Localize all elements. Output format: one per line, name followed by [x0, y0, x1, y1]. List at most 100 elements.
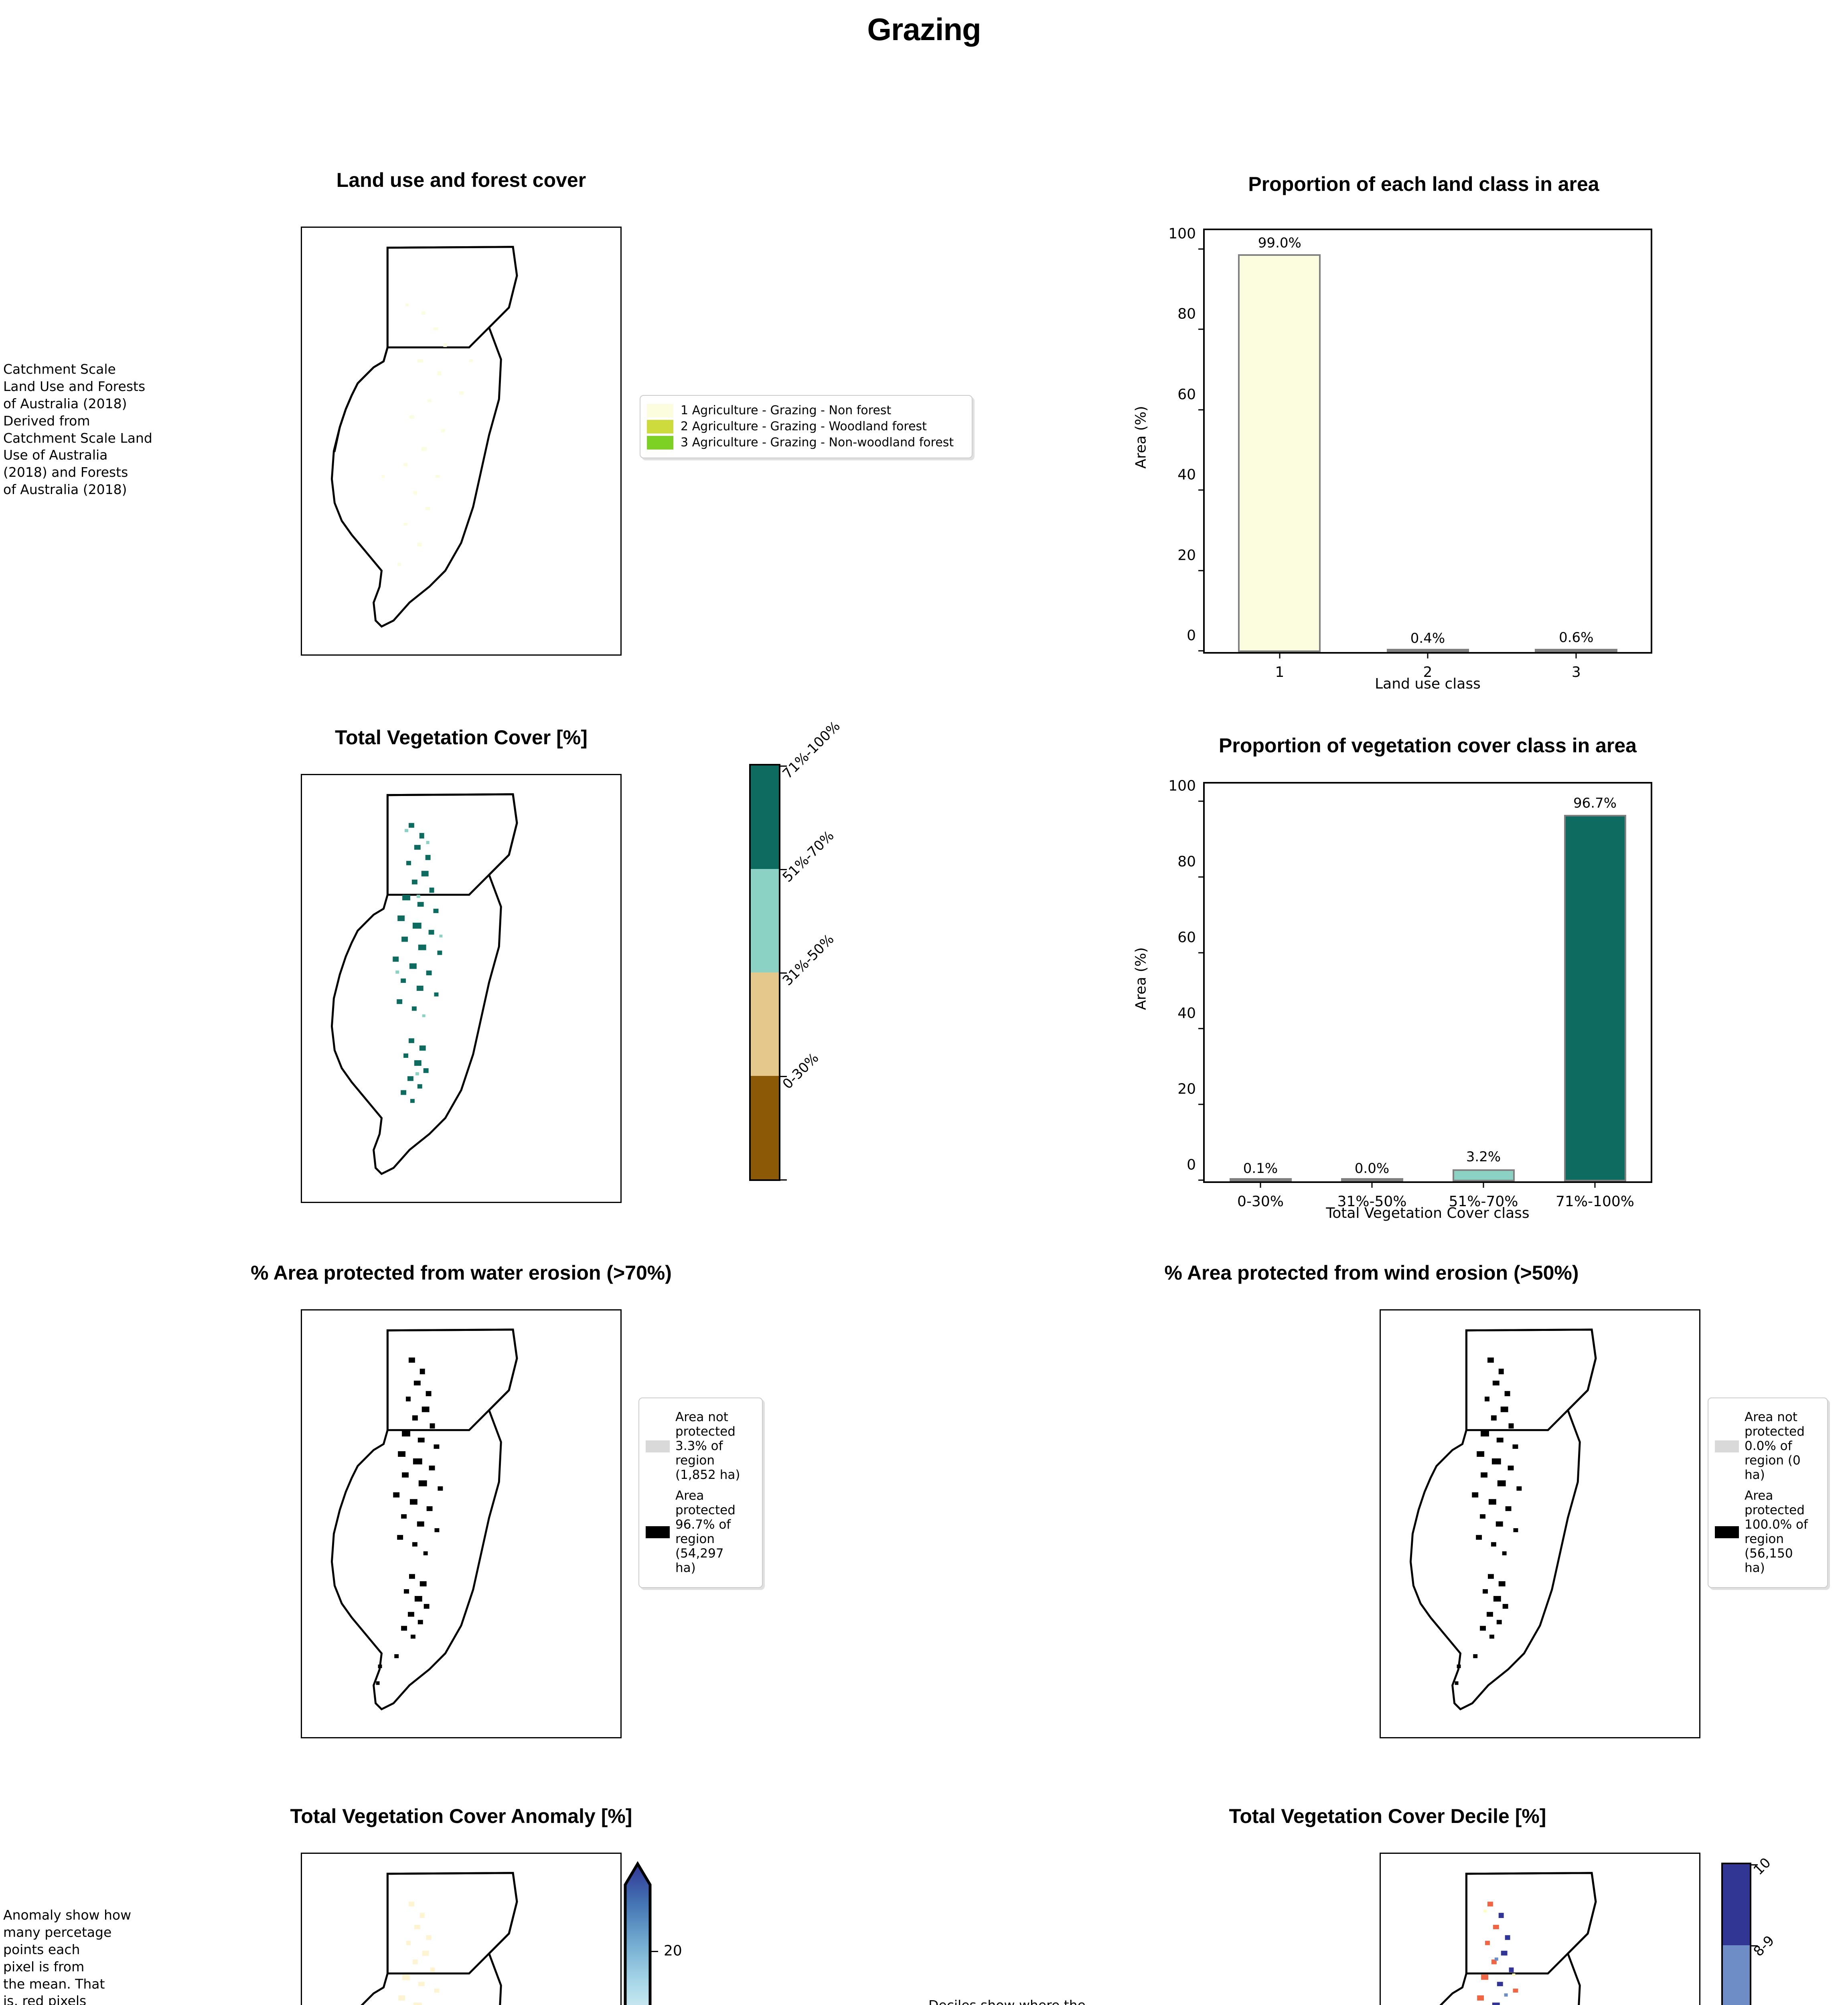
water-erosion-map-svg [330, 1329, 518, 1711]
veg-cover-map-title: Total Vegetation Cover [%] [335, 726, 588, 749]
cbar-seg-71-100 [751, 766, 779, 869]
bar-label-land-class-1: 99.0% [1258, 235, 1301, 251]
land-use-map-title: Land use and forest cover [336, 169, 586, 191]
ytick-40: 40 [1177, 466, 1196, 483]
water-erosion-map[interactable] [301, 1309, 622, 1738]
veg-cover-map[interactable] [301, 774, 622, 1203]
legend-label-protected: Area protected 100.0% of region (56,150 … [1745, 1488, 1808, 1575]
decile-explainer-note: Deciles show where the pixel value lies … [928, 1997, 1137, 2005]
bar-land-class-3[interactable] [1534, 649, 1617, 652]
anomaly-map-svg [361, 1872, 518, 2005]
cbar-label-71-100: 71%-100% [779, 718, 843, 782]
veg-class-chart[interactable]: 0 20 40 60 80 100 0.1% 0.0% 3.2% 96.7% 0… [1133, 778, 1652, 1221]
anomaly-colorbar: 20 10 0 −10 −20 [624, 1861, 682, 2005]
land-class-ylabel: Area (%) [1133, 406, 1149, 469]
ytick-80: 80 [1177, 853, 1196, 870]
veg-class-xlabel: Total Vegetation Cover class [1326, 1205, 1530, 1221]
bar-label-land-class-2: 0.4% [1410, 630, 1445, 647]
legend-item: Area not protected 3.3% of region (1,852… [646, 1410, 756, 1482]
legend-label-protected: Area protected 96.7% of region (54,297 h… [675, 1488, 736, 1575]
veg-class-chart-title: Proportion of vegetation cover class in … [1219, 734, 1637, 757]
bar-label-land-class-3: 0.6% [1559, 630, 1594, 646]
land-use-source-note: Catchment Scale Land Use and Forests of … [3, 361, 152, 498]
land-use-map[interactable] [301, 227, 622, 656]
cbar-label-decile-8-9: 8-9 [1750, 1932, 1778, 1960]
bar-veg-class-3[interactable] [1453, 1169, 1515, 1181]
land-class-xlabel: Land use class [1375, 676, 1481, 692]
wind-erosion-map-svg [1409, 1329, 1597, 1711]
legend-item: Area protected 96.7% of region (54,297 h… [646, 1489, 756, 1576]
cbar-label-decile-10: 10 [1750, 1855, 1774, 1879]
ytick-80: 80 [1177, 306, 1196, 322]
decile-colorbar: 10 8-9 4-7 2-3 1 [1721, 1855, 1777, 2005]
legend-item: Area protected 100.0% of region (56,150 … [1715, 1489, 1821, 1576]
ytick-60: 60 [1177, 386, 1196, 403]
cbar-label-0-30: 0-30% [779, 1049, 822, 1092]
veg-class-plot: 0 20 40 60 80 100 0.1% 0.0% 3.2% 96.7% 0… [1168, 778, 1651, 1210]
legend-item: 1 Agriculture - Grazing - Non forest [647, 404, 965, 417]
xtick-land-class-2: 2 [1423, 664, 1433, 680]
bar-veg-class-2[interactable] [1341, 1178, 1403, 1181]
xtick-veg-class-1: 0-30% [1237, 1193, 1284, 1210]
decile-map[interactable] [1380, 1853, 1700, 2005]
land-class-chart[interactable]: 0 20 40 60 80 100 99.0% 0.4% 0.6% 1 2 3 [1133, 226, 1652, 692]
legend-label-class-3: 3 Agriculture - Grazing - Non-woodland f… [681, 435, 954, 450]
bar-label-veg-class-1: 0.1% [1243, 1160, 1278, 1177]
land-class-plot: 0 20 40 60 80 100 99.0% 0.4% 0.6% 1 2 3 [1168, 226, 1651, 680]
ytick-100: 100 [1168, 778, 1196, 794]
xtick-veg-class-2: 31%-50% [1337, 1193, 1407, 1210]
land-class-axes: 0 20 40 60 80 100 99.0% 0.4% 0.6% 1 2 3 [1168, 226, 1652, 680]
legend-label-not-protected: Area not protected 3.3% of region (1,852… [675, 1410, 740, 1482]
anomaly-tick-20: 20 [664, 1942, 682, 1959]
wind-erosion-map[interactable] [1380, 1309, 1700, 1738]
anomaly-map-title: Total Vegetation Cover Anomaly [%] [290, 1805, 632, 1827]
legend-label-not-protected: Area not protected 0.0% of region (0 ha) [1745, 1410, 1805, 1482]
bar-land-class-2[interactable] [1386, 649, 1469, 652]
page-title: Grazing [867, 12, 981, 47]
bar-label-veg-class-3: 3.2% [1466, 1149, 1501, 1165]
cbar-seg-decile-10 [1723, 1864, 1750, 1946]
legend-label-class-2: 2 Agriculture - Grazing - Woodland fores… [681, 419, 927, 434]
xtick-land-class-3: 3 [1571, 664, 1581, 680]
veg-class-axes: 0 20 40 60 80 100 0.1% 0.0% 3.2% 96.7% 0… [1168, 778, 1652, 1210]
cbar-seg-31-50 [751, 972, 779, 1076]
legend-item: 3 Agriculture - Grazing - Non-woodland f… [647, 436, 965, 450]
water-erosion-legend: Area not protected 3.3% of region (1,852… [638, 1397, 763, 1588]
veg-cover-colorbar: 71%-100% 51%-70% 31%-50% 0-30% [749, 718, 843, 1181]
water-erosion-map-title: % Area protected from water erosion (>70… [251, 1262, 672, 1284]
cbar-label-31-50: 31%-50% [779, 931, 837, 989]
land-use-map-svg [330, 246, 518, 628]
legend-item: 2 Agriculture - Grazing - Woodland fores… [647, 420, 965, 433]
decile-map-title: Total Vegetation Cover Decile [%] [1229, 1805, 1546, 1827]
ytick-60: 60 [1177, 929, 1196, 946]
cbar-seg-decile-8-9 [1723, 1945, 1750, 2005]
legend-label-class-1: 1 Agriculture - Grazing - Non forest [681, 403, 892, 418]
ytick-0: 0 [1187, 627, 1196, 644]
decile-map-svg [1439, 1872, 1597, 2005]
bar-label-veg-class-4: 96.7% [1573, 795, 1617, 812]
ytick-20: 20 [1177, 547, 1196, 564]
bar-label-veg-class-2: 0.0% [1354, 1160, 1390, 1177]
ytick-20: 20 [1177, 1081, 1196, 1098]
veg-class-ylabel: Area (%) [1133, 947, 1149, 1010]
ytick-0: 0 [1187, 1156, 1196, 1173]
land-class-chart-title: Proportion of each land class in area [1248, 173, 1599, 195]
anomaly-explainer-note: Anomaly show how many percetage points e… [3, 1907, 132, 2005]
xtick-veg-class-3: 51%-70% [1449, 1193, 1518, 1210]
cbar-seg-0-30 [751, 1076, 779, 1179]
legend-item: Area not protected 0.0% of region (0 ha) [1715, 1410, 1821, 1482]
legend-swatch-not-protected [1715, 1440, 1739, 1452]
legend-swatch-not-protected [646, 1440, 670, 1452]
anomaly-colorbar-svg [624, 1861, 652, 2005]
legend-swatch-protected [646, 1526, 670, 1538]
bar-veg-class-4[interactable] [1564, 815, 1626, 1181]
legend-swatch-class-2 [647, 420, 673, 433]
ytick-100: 100 [1168, 225, 1196, 242]
cbar-label-51-70: 51%-70% [779, 827, 837, 885]
cbar-seg-51-70 [751, 869, 779, 972]
anomaly-map[interactable] [301, 1853, 622, 2005]
xtick-veg-class-4: 71%-100% [1556, 1193, 1634, 1210]
bar-land-class-1[interactable] [1238, 254, 1321, 652]
xtick-land-class-1: 1 [1275, 664, 1285, 680]
bar-veg-class-1[interactable] [1230, 1178, 1292, 1181]
